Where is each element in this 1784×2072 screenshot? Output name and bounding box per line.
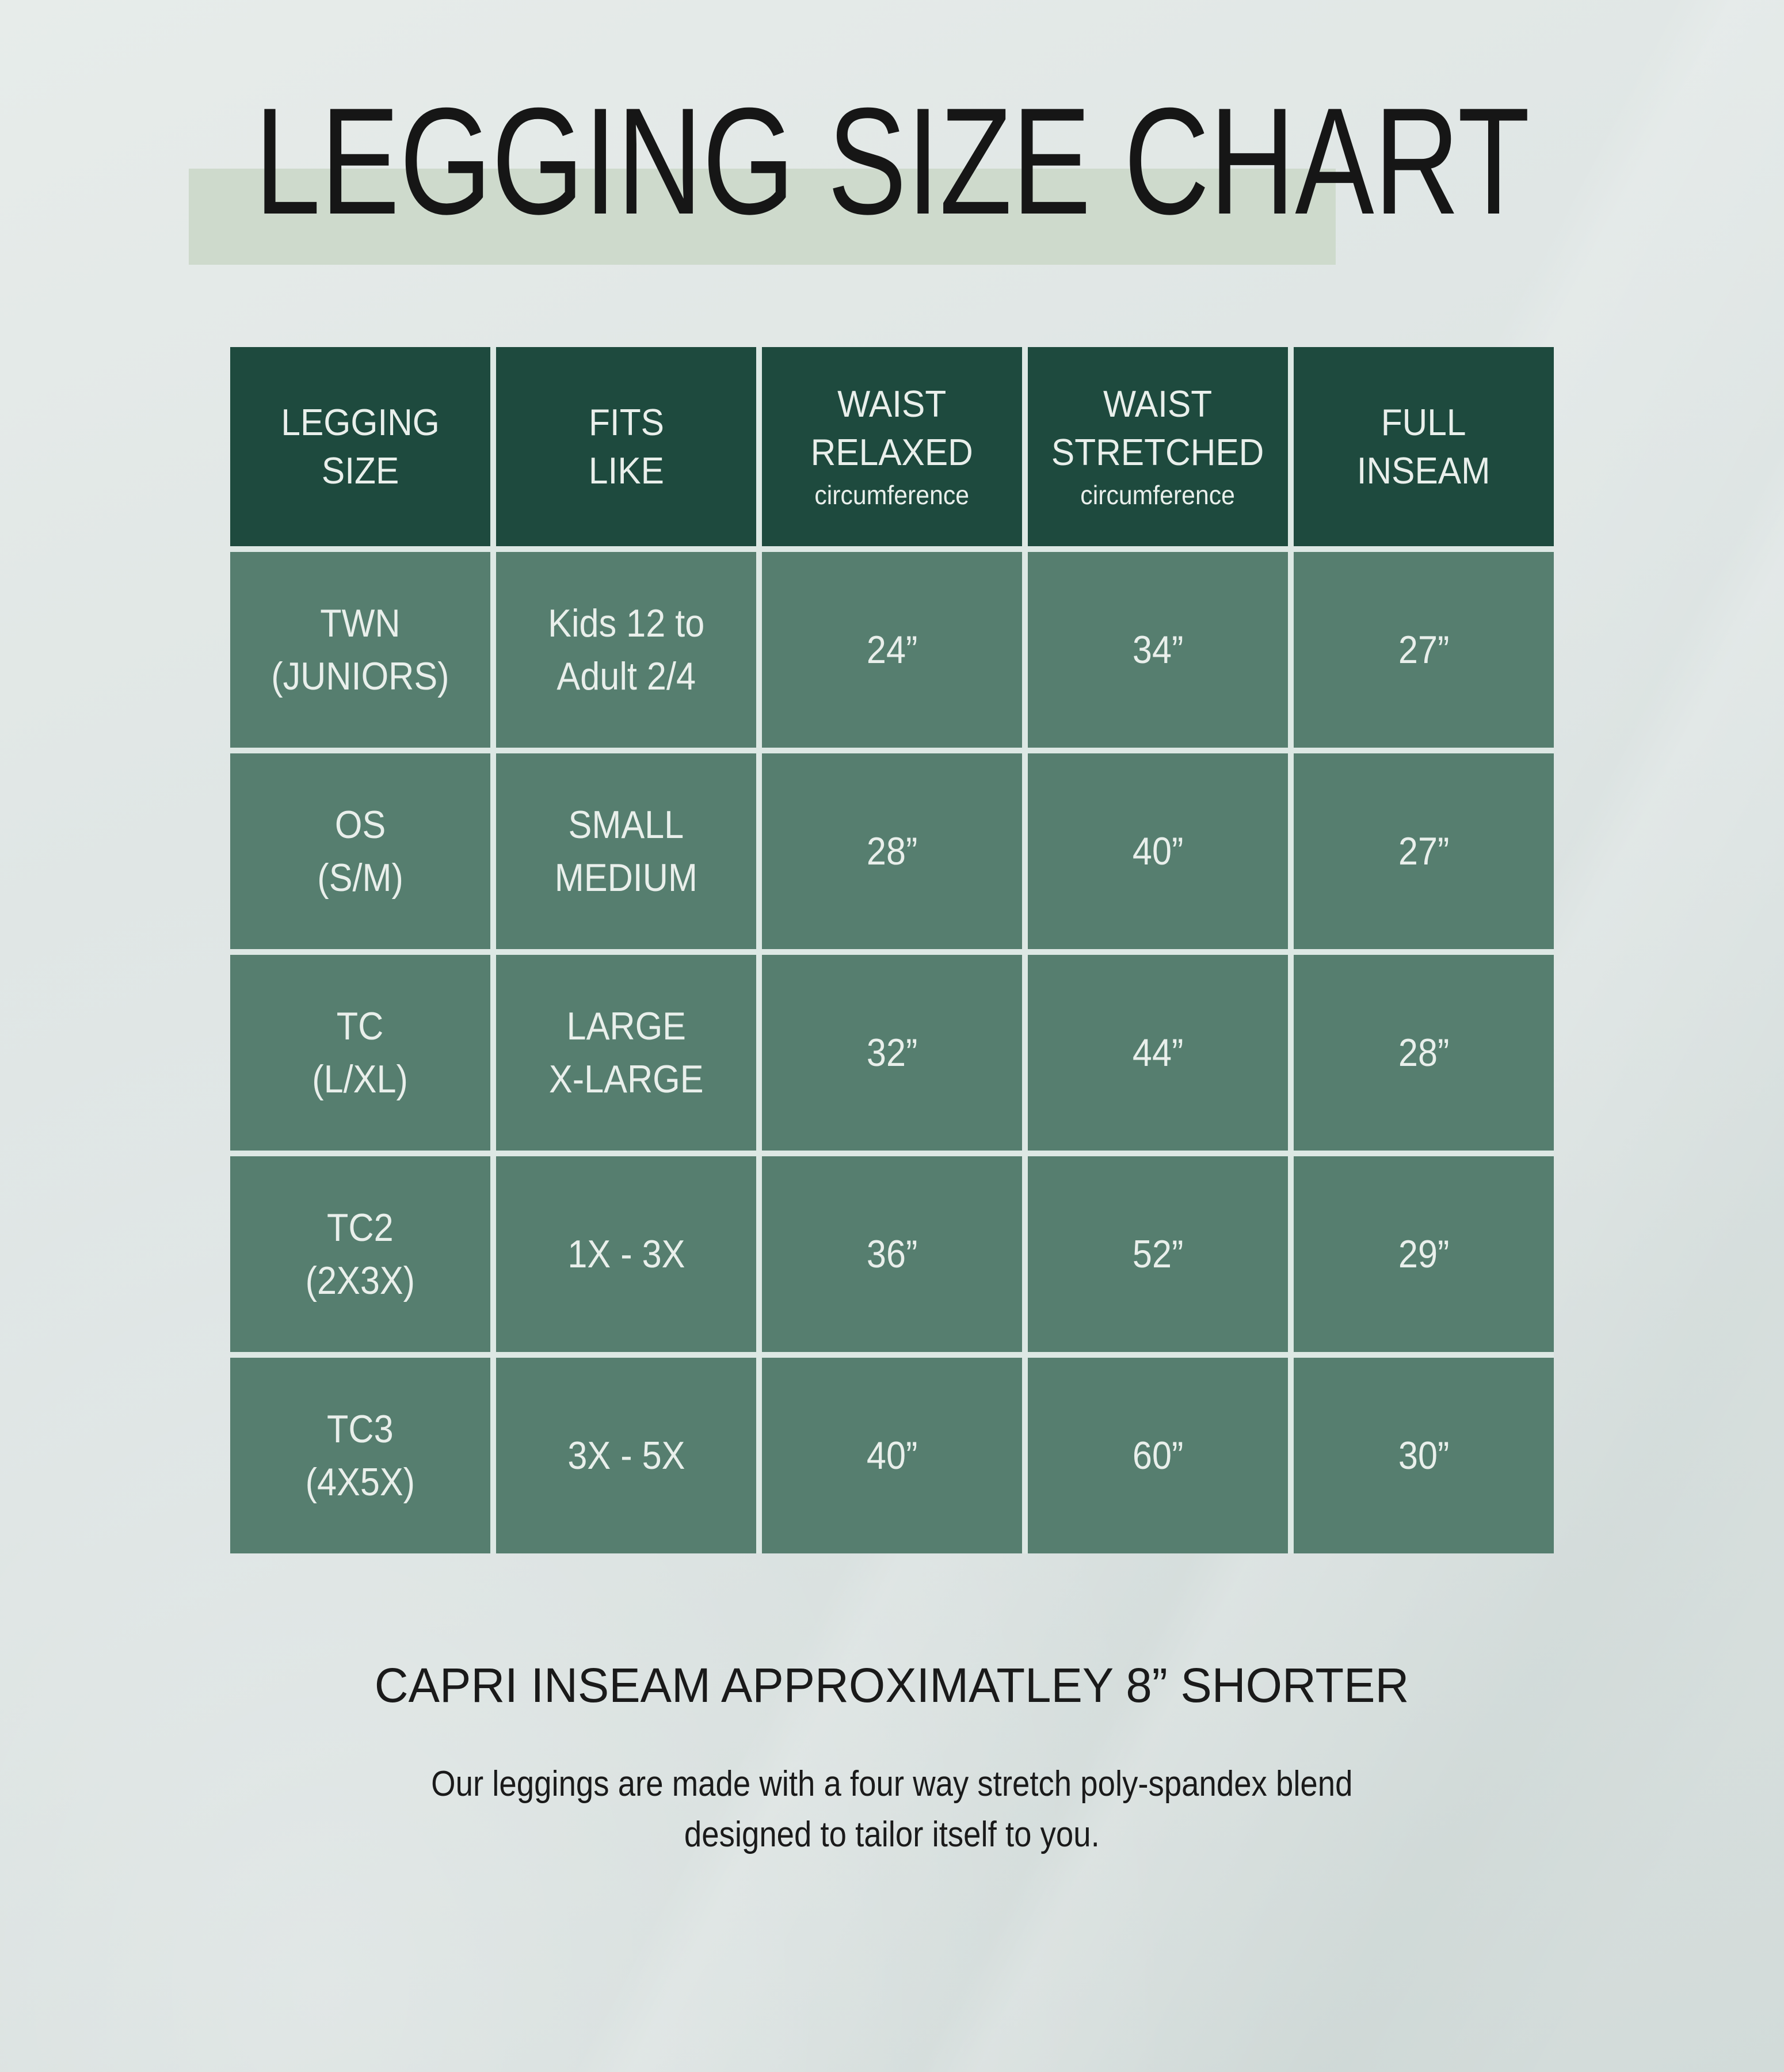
cell-waist-stretched: 40” [1028,753,1288,949]
fabric-description: Our leggings are made with a four way st… [0,1759,1784,1860]
cell-size: TC3 (4X5X) [230,1358,490,1553]
header-line: STRETCHED [1051,431,1264,473]
cell-line: TC2 [327,1206,394,1250]
cell-waist-relaxed: 40” [762,1358,1022,1553]
title-highlight-bar [189,169,1336,265]
cell-line: TC3 [327,1407,394,1451]
cell-waist-stretched: 44” [1028,955,1288,1151]
cell-line: 28” [1398,1031,1450,1075]
cell-inseam: 27” [1294,753,1554,949]
cell-line: TC [337,1004,384,1048]
cell-waist-stretched: 52” [1028,1156,1288,1352]
size-chart-table: LEGGING SIZE FITS LIKE WAIST RELAXED cir… [230,347,1554,1553]
cell-size: TC2 (2X3X) [230,1156,490,1352]
capri-inseam-note: CAPRI INSEAM APPROXIMATLEY 8” SHORTER [0,1658,1784,1713]
header-line: INSEAM [1357,450,1491,492]
cell-line: (S/M) [317,856,403,900]
header-line: FITS [588,401,664,443]
header-subline: circumference [1080,480,1236,510]
cell-line: OS [334,803,386,847]
cell-line: 24” [866,628,918,672]
cell-line: 40” [1132,829,1184,873]
cell-line: 30” [1398,1434,1450,1477]
cell-line: X-LARGE [548,1057,704,1101]
header-subline: circumference [814,480,970,510]
cell-line: (JUNIORS) [271,654,449,698]
cell-inseam: 28” [1294,955,1554,1151]
cell-waist-relaxed: 24” [762,552,1022,748]
cell-fits: LARGE X-LARGE [496,955,756,1151]
cell-inseam: 30” [1294,1358,1554,1553]
cell-line: Kids 12 to [547,601,705,645]
cell-line: 29” [1398,1232,1450,1276]
fabric-description-line: Our leggings are made with a four way st… [431,1764,1353,1804]
cell-line: (L/XL) [312,1057,409,1101]
header-full-inseam: FULL INSEAM [1294,347,1554,546]
cell-line: 1X - 3X [567,1232,685,1276]
cell-line: 28” [866,829,918,873]
cell-line: TWN [320,601,401,645]
cell-line: MEDIUM [554,856,698,900]
cell-fits: SMALL MEDIUM [496,753,756,949]
cell-line: (2X3X) [305,1259,415,1302]
cell-line: 36” [866,1232,918,1276]
cell-size: TWN (JUNIORS) [230,552,490,748]
cell-waist-stretched: 60” [1028,1358,1288,1553]
cell-size: OS (S/M) [230,753,490,949]
cell-line: 60” [1132,1434,1184,1477]
cell-line: 40” [866,1434,918,1477]
cell-line: 34” [1132,628,1184,672]
header-line: WAIST [1103,383,1213,425]
fabric-description-line: designed to tailor itself to you. [684,1815,1100,1854]
cell-fits: 1X - 3X [496,1156,756,1352]
cell-line: LARGE [566,1004,686,1048]
cell-line: Adult 2/4 [556,654,696,698]
cell-fits: 3X - 5X [496,1358,756,1553]
cell-line: 44” [1132,1031,1184,1075]
header-waist-stretched: WAIST STRETCHED circumference [1028,347,1288,546]
header-line: SIZE [321,450,399,492]
cell-line: 52” [1132,1232,1184,1276]
page-title: LEGGING SIZE CHART [0,75,1784,247]
header-line: WAIST [837,383,947,425]
header-line: LIKE [588,450,664,492]
cell-waist-relaxed: 36” [762,1156,1022,1352]
cell-waist-relaxed: 32” [762,955,1022,1151]
cell-line: (4X5X) [305,1460,415,1504]
cell-waist-stretched: 34” [1028,552,1288,748]
capri-inseam-note-text: CAPRI INSEAM APPROXIMATLEY 8” SHORTER [375,1658,1409,1712]
header-line: FULL [1381,401,1466,443]
page-title-text: LEGGING SIZE CHART [254,76,1530,246]
cell-fits: Kids 12 to Adult 2/4 [496,552,756,748]
cell-line: 27” [1398,829,1450,873]
cell-line: 32” [866,1031,918,1075]
header-fits-like: FITS LIKE [496,347,756,546]
header-legging-size: LEGGING SIZE [230,347,490,546]
cell-line: 3X - 5X [567,1434,685,1477]
cell-line: 27” [1398,628,1450,672]
cell-inseam: 27” [1294,552,1554,748]
cell-waist-relaxed: 28” [762,753,1022,949]
cell-line: SMALL [568,803,684,847]
cell-size: TC (L/XL) [230,955,490,1151]
header-waist-relaxed: WAIST RELAXED circumference [762,347,1022,546]
header-line: RELAXED [810,431,974,473]
header-line: LEGGING [281,401,440,443]
cell-inseam: 29” [1294,1156,1554,1352]
